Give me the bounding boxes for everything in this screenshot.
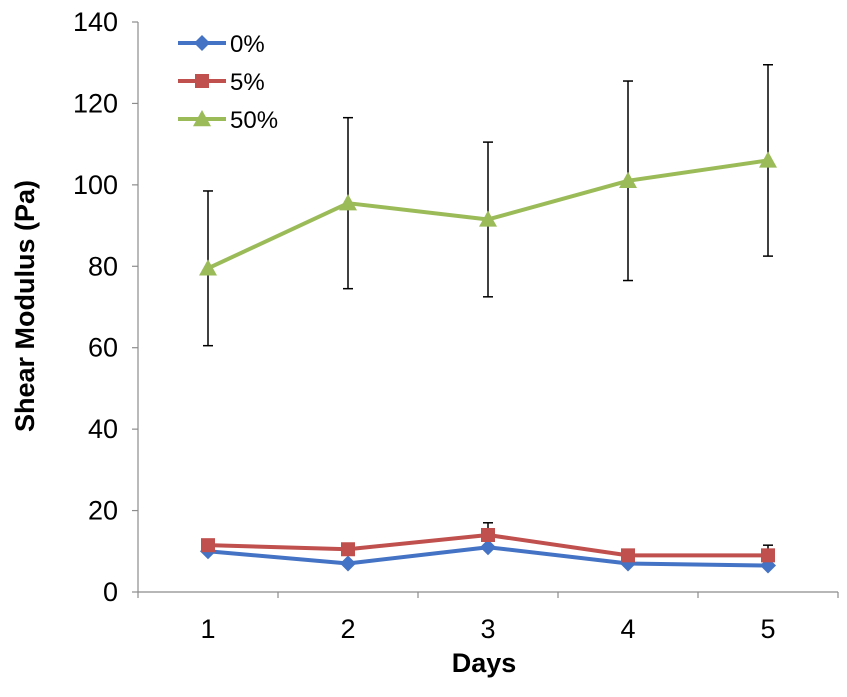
data-point bbox=[621, 548, 635, 563]
legend-label: 5% bbox=[230, 69, 265, 96]
legend-label: 0% bbox=[230, 31, 265, 58]
x-axis-title: Days bbox=[452, 648, 517, 678]
data-point bbox=[481, 528, 495, 542]
data-point bbox=[619, 171, 637, 188]
y-tick-label: 120 bbox=[73, 88, 118, 118]
x-tick-label: 2 bbox=[340, 614, 355, 644]
legend-marker bbox=[193, 110, 211, 127]
y-tick-label: 0 bbox=[103, 577, 118, 607]
y-tick-label: 100 bbox=[73, 170, 118, 200]
data-point bbox=[341, 542, 355, 557]
legend-label: 50% bbox=[230, 107, 278, 134]
data-point bbox=[479, 210, 497, 227]
y-axis-title: Shear Modulus (Pa) bbox=[10, 180, 40, 432]
data-point bbox=[199, 259, 217, 276]
y-tick-label: 20 bbox=[88, 496, 118, 526]
axes: 0 20 40 60 80 100 120 140 1 2 3 4 5 bbox=[73, 7, 839, 644]
legend-marker bbox=[195, 74, 209, 88]
x-tick-label: 3 bbox=[480, 614, 495, 644]
x-tick-label: 4 bbox=[620, 614, 635, 644]
data-point bbox=[761, 548, 775, 563]
y-tick-label: 140 bbox=[73, 7, 118, 37]
series-markers bbox=[199, 151, 777, 574]
legend: 0% 5% 50% bbox=[178, 31, 278, 134]
data-point bbox=[759, 151, 777, 168]
data-point bbox=[340, 555, 356, 572]
data-point bbox=[339, 194, 357, 211]
x-tick-label: 1 bbox=[200, 614, 215, 644]
y-tick-label: 40 bbox=[88, 414, 118, 444]
error-bars bbox=[203, 64, 773, 567]
data-point bbox=[201, 538, 215, 553]
y-tick-label: 80 bbox=[88, 251, 118, 281]
y-tick-label: 60 bbox=[88, 333, 118, 363]
x-tick-label: 5 bbox=[760, 614, 775, 644]
legend-marker bbox=[194, 35, 210, 51]
data-point bbox=[480, 539, 496, 556]
